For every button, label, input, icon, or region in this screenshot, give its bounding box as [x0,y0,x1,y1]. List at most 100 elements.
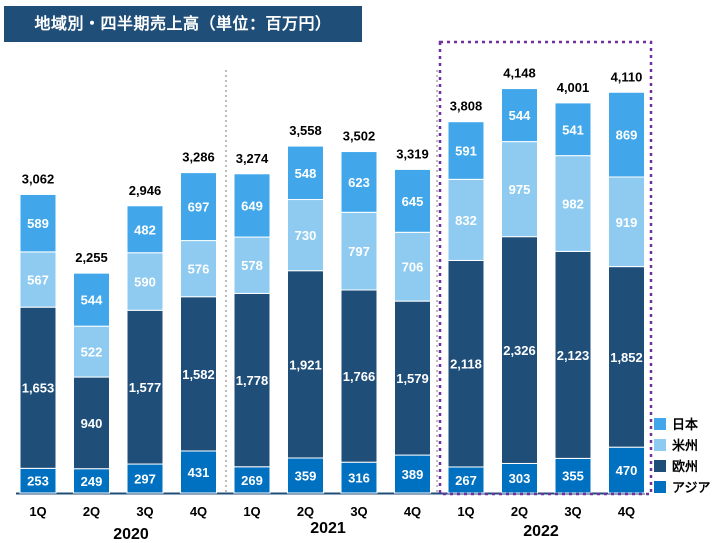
total-label: 3,319 [396,146,429,161]
bar-segment [180,172,217,242]
x-tick-label: 4Q [618,504,635,519]
bar-segment [233,466,271,494]
data-label: 253 [27,474,49,489]
bar-segment [73,272,110,327]
data-label: 1,766 [343,369,376,384]
x-tick-label: 1Q [243,504,260,519]
data-label: 975 [509,182,531,197]
data-label: 591 [455,144,477,159]
x-tick-label: 3Q [136,504,153,519]
data-label: 940 [81,416,103,431]
bar-segment [394,168,431,233]
total-label: 3,062 [22,171,55,186]
legend-swatch [654,481,666,493]
data-label: 359 [295,468,317,483]
bar-segment [287,145,324,201]
bar-segment [19,467,57,494]
bar-segment [554,102,592,157]
data-label: 589 [27,216,49,231]
data-label: 267 [455,473,477,488]
x-tick-label: 3Q [564,504,581,519]
bar-segment [608,446,645,494]
bar-segment [19,193,57,253]
total-label: 4,001 [557,80,590,95]
data-label: 1,653 [22,381,55,396]
data-label: 730 [295,228,317,243]
data-label: 1,778 [236,373,269,388]
data-label: 2,123 [557,348,590,363]
bar-segment [73,376,110,470]
x-tick-label: 1Q [457,504,474,519]
total-label: 3,274 [236,151,269,166]
data-label: 470 [616,463,638,478]
legend-label: 米州 [672,438,698,454]
bar-segment [126,205,164,254]
bar-segment [447,121,485,180]
bar-segment [554,457,592,494]
bar-segment [447,178,485,261]
highlight-box [438,40,653,496]
bar-segment [73,325,110,378]
bar-segment [126,252,164,311]
bar-segment [501,236,538,464]
bar-segment [233,292,271,468]
bar-segment [340,151,378,213]
data-label: 316 [348,471,370,486]
data-label: 389 [402,467,424,482]
total-label: 3,558 [289,123,322,138]
data-label: 919 [616,215,638,230]
x-tick-label: 4Q [404,504,421,519]
x-tick-label: 2Q [83,504,100,519]
data-label: 982 [562,197,584,212]
data-label: 431 [188,465,210,480]
x-tick-label: 4Q [190,504,207,519]
data-label: 567 [27,273,49,288]
bar-segment [608,91,645,178]
bar-segment [180,450,217,494]
bar-segment [501,88,538,143]
data-label: 869 [616,128,638,143]
bar-segment [554,250,592,459]
bar-segment [126,463,164,494]
year-label: 2020 [113,526,149,543]
data-label: 590 [134,275,156,290]
data-label: 1,852 [610,350,643,365]
data-label: 1,579 [396,371,429,386]
x-tick-label: 3Q [350,504,367,519]
data-label: 576 [188,262,210,277]
bar-segment [608,176,645,268]
bar-segment [233,173,271,238]
year-label: 2021 [310,520,346,537]
data-label: 1,577 [129,380,162,395]
bar-segment [180,296,217,452]
data-label: 522 [81,345,103,360]
legend-label: 日本 [672,417,698,433]
x-tick-label: 2Q [297,504,314,519]
total-label: 4,148 [503,66,536,81]
legend-swatch [654,460,666,472]
legend-label: アジア [672,481,710,496]
data-label: 645 [402,194,424,209]
legend-swatch [654,439,666,451]
total-label: 4,110 [611,69,643,84]
bar-segment [394,231,431,302]
legend-label: 欧州 [672,459,698,475]
chart-title: 地域別・四半期売上高（単位：百万円） [4,6,362,42]
data-label: 797 [348,244,370,259]
total-label: 2,946 [129,183,162,198]
data-label: 541 [562,122,584,137]
data-label: 482 [134,222,156,237]
data-label: 832 [455,213,477,228]
data-label: 649 [241,198,263,213]
data-label: 706 [402,260,424,275]
bar-segment [340,211,378,291]
total-label: 3,502 [343,129,376,144]
bar-segment [287,199,324,272]
bar-segment [554,155,592,252]
data-label: 548 [295,166,317,181]
bar-segment [394,454,431,494]
data-label: 1,921 [289,357,322,372]
total-label: 3,286 [182,150,215,165]
total-label: 3,808 [450,99,483,114]
